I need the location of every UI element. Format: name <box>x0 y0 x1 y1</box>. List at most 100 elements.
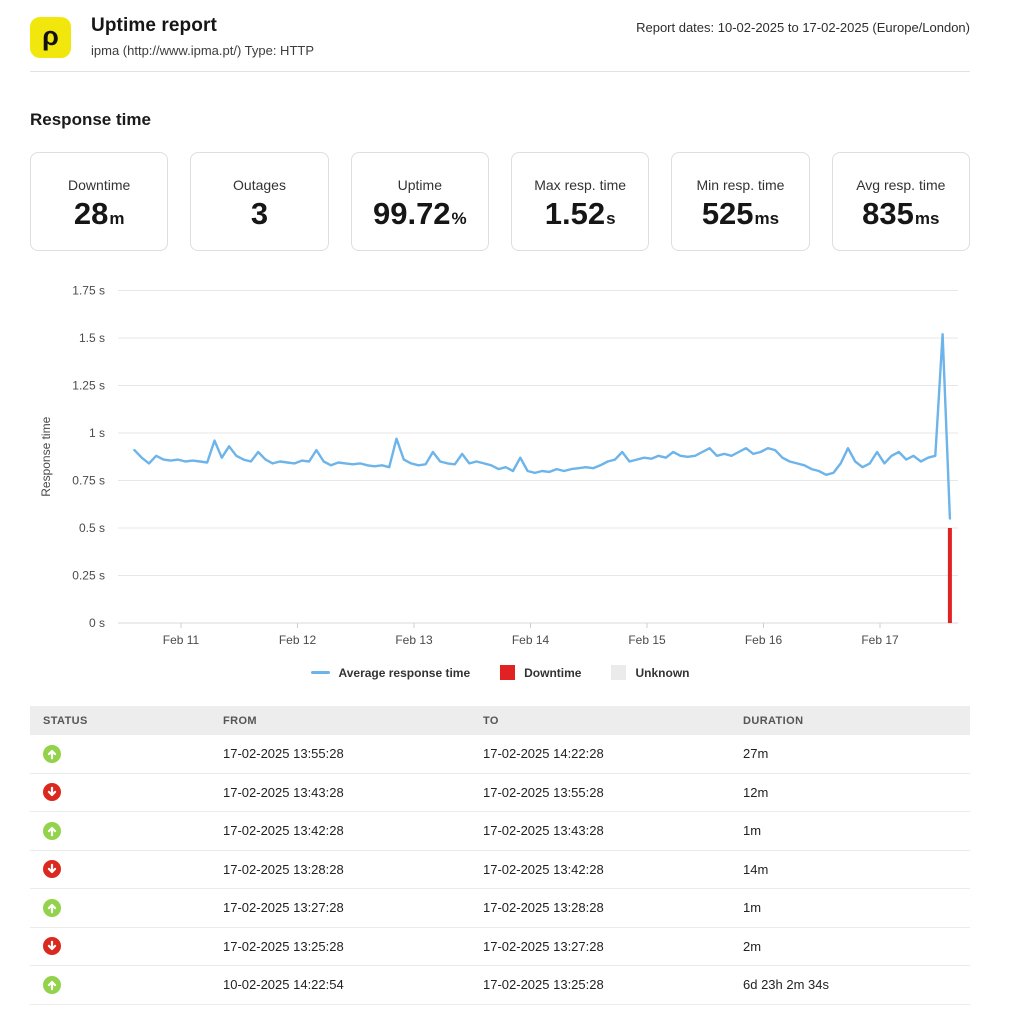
legend-label: Average response time <box>338 665 471 680</box>
cell-from: 10-02-2025 14:22:54 <box>223 977 344 993</box>
chart-y-tick-label: 1.5 s <box>79 331 105 345</box>
arrow-up-glyph <box>47 826 57 837</box>
legend-item-downtime[interactable]: Downtime <box>500 665 581 680</box>
status-cell <box>43 898 223 917</box>
chart-x-tick-label: Feb 13 <box>395 633 433 647</box>
status-down-icon <box>43 860 61 879</box>
stat-value-number: 99.72 <box>372 195 451 231</box>
cell-from: 17-02-2025 13:27:28 <box>223 900 344 916</box>
cell-duration: 27m <box>743 746 769 762</box>
stat-value-unit: % <box>451 208 467 228</box>
table-row: 10-02-2025 14:22:54 17-02-2025 13:25:28 6d… <box>30 966 970 1005</box>
status-down-icon <box>43 783 61 802</box>
table-header-row: STATUS FROM TO DURATION <box>30 706 970 735</box>
brand: ρ Uptime report ipma (http://www.ipma.pt… <box>30 15 314 58</box>
cell-from: 17-02-2025 13:25:28 <box>223 938 344 954</box>
stat-card-label: Min resp. time <box>696 176 785 193</box>
column-header-status: STATUS <box>43 714 88 727</box>
cell-duration: 12m <box>743 784 769 800</box>
table-row: 17-02-2025 13:55:28 17-02-2025 14:22:28 27… <box>30 735 970 774</box>
table-row: 17-02-2025 13:43:28 17-02-2025 13:55:28 12… <box>30 774 970 812</box>
cell-from: 17-02-2025 13:42:28 <box>223 823 344 839</box>
stat-value-unit: ms <box>914 208 940 228</box>
stat-card-outages: Outages 3 <box>190 152 329 251</box>
status-cell <box>43 744 223 763</box>
stat-value-number: 525 <box>701 195 754 231</box>
stat-card-label: Uptime <box>397 176 442 193</box>
chart-y-tick-label: 0.25 s <box>72 569 105 583</box>
table-row: 17-02-2025 13:25:28 17-02-2025 13:27:28 2m <box>30 928 970 966</box>
cell-to: 17-02-2025 13:25:28 <box>483 977 604 993</box>
column-header-from: FROM <box>223 714 257 727</box>
header-divider <box>30 71 970 72</box>
status-cell <box>43 937 223 956</box>
stat-card-value: 3 <box>251 198 268 229</box>
chart-x-tick-label: Feb 17 <box>861 633 899 647</box>
cell-to: 17-02-2025 13:27:28 <box>483 938 604 954</box>
arrow-up-glyph <box>47 749 57 760</box>
legend-swatch-unknown-icon <box>611 665 627 680</box>
cell-duration: 14m <box>743 861 769 877</box>
title-block: Uptime report ipma (http://www.ipma.pt/)… <box>91 15 314 58</box>
status-cell <box>43 975 223 994</box>
page-header: ρ Uptime report ipma (http://www.ipma.pt… <box>30 0 970 58</box>
chart-x-tick-label: Feb 14 <box>512 633 550 647</box>
cell-to: 17-02-2025 14:22:28 <box>483 746 604 762</box>
legend-item-unknown[interactable]: Unknown <box>611 665 689 680</box>
column-header-duration: DURATION <box>743 714 804 727</box>
chart-y-tick-label: 1.25 s <box>72 379 105 393</box>
arrow-down-glyph <box>47 940 57 951</box>
report-dates: Report dates: 10-02-2025 to 17-02-2025 (… <box>636 20 970 35</box>
arrow-up-glyph <box>47 980 57 991</box>
cell-duration: 6d 23h 2m 34s <box>743 977 830 993</box>
stat-card-label: Outages <box>233 176 286 193</box>
stat-card-label: Max resp. time <box>534 176 627 193</box>
legend-label: Downtime <box>524 665 582 680</box>
table-body: 17-02-2025 13:55:28 17-02-2025 14:22:28 27… <box>30 735 970 1005</box>
legend-item-average-response-time[interactable]: Average response time <box>310 665 471 680</box>
stat-card-value: 835ms <box>862 198 939 229</box>
table-row: 17-02-2025 13:42:28 17-02-2025 13:43:28 1m <box>30 812 970 851</box>
logo-glyph: ρ <box>42 21 59 51</box>
response-time-chart: 0 s 0.25 s 0.5 s 0.75 s 1 s 1.25 s 1.5 s 1.75 s… <box>39 284 958 647</box>
table-row: 17-02-2025 13:27:28 17-02-2025 13:28:28 1m <box>30 889 970 928</box>
outage-table: STATUS FROM TO DURATION 17-02-2025 13:55:28… <box>30 706 970 1005</box>
cell-to: 17-02-2025 13:42:28 <box>483 861 604 877</box>
stat-card-value: 99.72% <box>373 198 467 229</box>
stat-card-max-resp-time: Max resp. time 1.52s <box>510 152 650 251</box>
chart-y-tick-label: 0.75 s <box>72 474 105 488</box>
status-up-icon <box>43 744 61 763</box>
cell-to: 17-02-2025 13:28:28 <box>483 900 604 916</box>
status-cell <box>43 821 223 840</box>
cell-from: 17-02-2025 13:43:28 <box>223 784 344 800</box>
stat-card-downtime: Downtime 28m <box>30 152 169 251</box>
cell-from: 17-02-2025 13:28:28 <box>223 861 344 877</box>
downtime-bar <box>947 528 952 623</box>
arrow-down-glyph <box>47 863 57 874</box>
stat-value-unit: ms <box>754 208 780 228</box>
stat-card-value: 28m <box>74 198 125 229</box>
cell-duration: 2m <box>743 938 762 954</box>
pingdom-logo-icon: ρ <box>30 17 71 58</box>
legend-label: Unknown <box>635 665 690 680</box>
status-cell <box>43 783 223 802</box>
stat-card-value: 1.52s <box>545 198 616 229</box>
status-up-icon <box>43 898 61 917</box>
stat-card-label: Downtime <box>68 176 131 193</box>
status-up-icon <box>43 975 61 994</box>
arrow-down-glyph <box>47 786 57 797</box>
stat-value-number: 3 <box>250 195 269 231</box>
page-subtitle: ipma (http://www.ipma.pt/) Type: HTTP <box>91 43 314 58</box>
chart-y-tick-label: 1 s <box>89 426 105 440</box>
chart-y-tick-label: 0 s <box>89 616 105 630</box>
stat-value-number: 1.52 <box>544 195 606 231</box>
stat-cards: Downtime 28m Outages 3 Uptime 99.72% Max resp.… <box>30 152 970 251</box>
status-up-icon <box>43 821 61 840</box>
stat-value-number: 28 <box>73 195 109 231</box>
chart-y-tick-label: 1.75 s <box>72 284 105 298</box>
legend-swatch-downtime-icon <box>500 665 516 680</box>
chart-y-tick-label: 0.5 s <box>79 521 105 535</box>
column-header-to: TO <box>483 714 499 727</box>
cell-duration: 1m <box>743 823 762 839</box>
stat-value-number: 835 <box>862 195 914 231</box>
